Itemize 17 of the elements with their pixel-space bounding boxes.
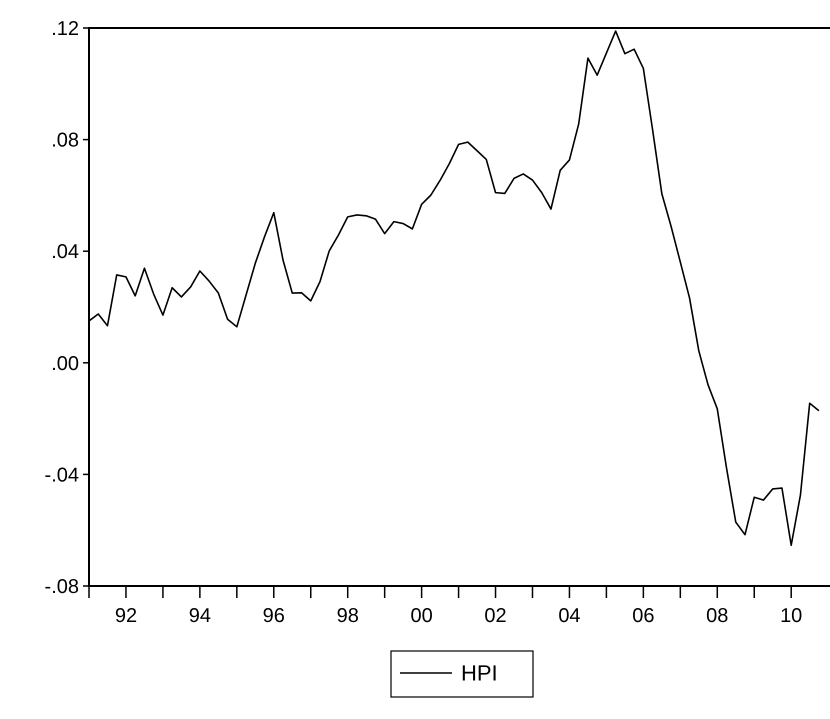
legend-label: HPI	[461, 660, 498, 686]
x-tick-label: 94	[188, 605, 211, 627]
x-tick-label: 96	[262, 605, 285, 627]
x-tick-label: 02	[484, 605, 507, 627]
x-tick-label: 08	[706, 605, 728, 627]
x-tick-label: 04	[558, 605, 581, 627]
y-tick-label: -.08	[44, 576, 79, 598]
x-tick-label: 06	[632, 605, 654, 627]
y-tick-label: .00	[51, 352, 79, 375]
y-tick-label: .12	[51, 18, 79, 40]
y-tick-label: .08	[51, 130, 79, 152]
y-tick-label: -.04	[44, 464, 79, 486]
x-tick-label: 92	[114, 605, 138, 627]
x-tick-label: 10	[780, 605, 802, 627]
x-tick-label: 98	[336, 605, 359, 627]
y-tick-label: .04	[51, 241, 79, 264]
x-tick-label: 00	[410, 605, 433, 627]
